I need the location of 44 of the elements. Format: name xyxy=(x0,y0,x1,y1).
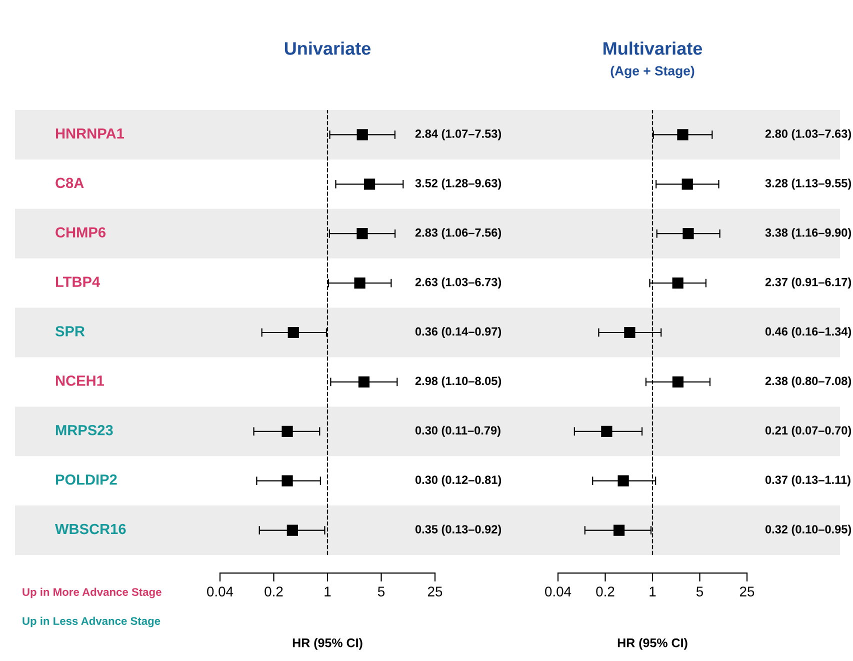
data-label: 2.38 (0.80–7.08) xyxy=(765,376,852,388)
data-label: 0.37 (0.13–1.11) xyxy=(765,475,850,486)
text: Up in Less Advance Stage xyxy=(22,616,160,628)
data-label: 0.30 (0.12–0.81) xyxy=(415,475,502,486)
y-tick-label: C8A xyxy=(56,178,84,188)
x-tick-label: 0.04 xyxy=(545,586,572,596)
text: Up in More Advance Stage xyxy=(22,588,162,598)
data-label: 0.46 (0.16–1.34) xyxy=(765,326,852,338)
x-tick-label: 0.2 xyxy=(596,586,614,596)
y-tick-label: WBSCR16 xyxy=(55,524,126,534)
y-tick-label: MRPS23 xyxy=(56,424,113,436)
x-tick-label: 1 xyxy=(650,586,656,596)
x-axis-title: HR (95% CI) xyxy=(618,638,688,650)
data-label: 2.37 (0.91–6.17) xyxy=(765,278,852,289)
y-tick-label: NCEH1 xyxy=(56,376,104,386)
data-label: 0.32 (0.10–0.95) xyxy=(765,524,852,536)
data-label: 2.83 (1.06–7.56) xyxy=(415,228,502,240)
data-label: 3.28 (1.13–9.55) xyxy=(765,178,852,190)
chart-subtitle: (Age + Stage) xyxy=(610,66,694,78)
y-tick-label: HNRNPA1 xyxy=(56,128,124,138)
data-label: 2.63 (1.03–6.73) xyxy=(415,278,502,289)
x-tick-label: 0.04 xyxy=(207,586,234,596)
x-tick-label: 25 xyxy=(740,586,754,596)
data-label: 2.80 (1.03–7.63) xyxy=(765,129,852,140)
data-label: 2.98 (1.10–8.05) xyxy=(415,376,502,388)
chart-title: Multivariate xyxy=(604,42,702,55)
chart-title: Univariate xyxy=(284,42,371,55)
data-label: 3.52 (1.28–9.63) xyxy=(415,178,502,190)
x-tick-label: 5 xyxy=(378,586,385,596)
y-tick-label: POLDIP2 xyxy=(56,474,117,485)
x-tick-label: 25 xyxy=(428,586,442,596)
x-tick-label: 5 xyxy=(696,586,704,596)
y-tick-label: SPR xyxy=(55,326,85,336)
y-tick-label: LTBP4 xyxy=(56,276,100,287)
data-label: 2.84 (1.07–7.53) xyxy=(415,129,502,140)
data-label: 0.36 (0.14–0.97) xyxy=(415,326,502,338)
x-tick-label: 1 xyxy=(324,586,331,596)
x-tick-label: 0.2 xyxy=(264,586,283,596)
data-label: 0.35 (0.13–0.92) xyxy=(415,524,502,536)
data-label: 0.21 (0.07–0.70) xyxy=(765,426,852,437)
data-label: 3.38 (1.16–9.90) xyxy=(765,228,852,240)
y-tick-label: CHMP6 xyxy=(56,227,106,238)
data-label: 0.30 (0.11–0.79) xyxy=(415,426,500,437)
x-axis-title: HR (95% CI) xyxy=(292,638,362,650)
